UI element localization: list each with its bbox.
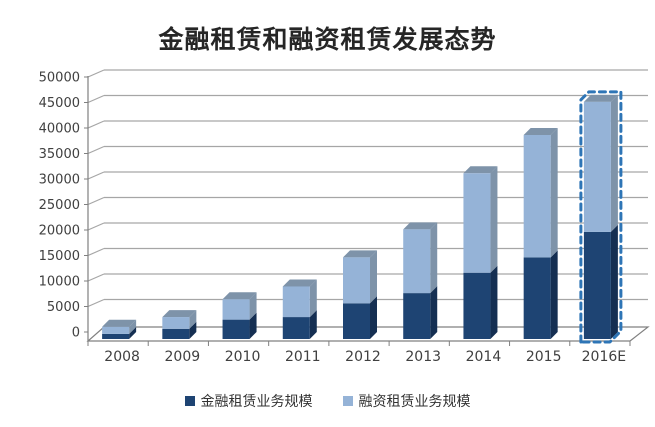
gridline-connector (87, 145, 105, 155)
bar-2015-top-cap (523, 128, 558, 135)
bar-2014-series2-segment (463, 173, 491, 273)
bar-2015-series1-segment (523, 257, 551, 339)
bar-2013-series2-side (430, 222, 438, 294)
legend-item-financial-leasing: 金融租赁业务规模 (184, 391, 313, 411)
bar-2009-top-cap (162, 310, 197, 318)
bar-2015-series1-side (550, 250, 558, 339)
bar-2016E-series2-segment (583, 101, 611, 232)
bar-2016E-forecast-outline (579, 90, 623, 344)
bar-2012-series1-side (370, 296, 377, 339)
bar-2008-series1-side (129, 326, 137, 339)
bar-2009-series2-segment (162, 317, 190, 329)
bar-2013-series1-segment (403, 293, 431, 339)
bar-2008-series1-segment (102, 333, 130, 339)
bar-2016E-series1-segment (583, 231, 611, 339)
gridline-connector (87, 196, 105, 206)
legend-label-financial-leasing: 金融租赁业务规模 (200, 394, 313, 410)
y-axis-label: 0 (72, 326, 80, 341)
bar-2010-series1-side (249, 312, 257, 339)
bar-2012-series2-side (370, 250, 377, 304)
bar-2013-series2-segment (403, 229, 431, 294)
bar-2011-series2-side (309, 279, 317, 318)
gridline-connector (87, 273, 105, 282)
bar-2008-series2-segment (102, 326, 130, 334)
bar-2010-series2-segment (222, 299, 250, 320)
bar-2011-series1-side (309, 310, 317, 339)
bar-2011-series2-segment (282, 286, 310, 318)
gridline-connector (87, 298, 105, 308)
bar-2008-series2-side (129, 319, 137, 334)
bar-2010-series1-segment (222, 319, 250, 339)
y-axis-label: 10000 (39, 275, 80, 290)
y-axis-label: 15000 (39, 249, 80, 264)
bar-2015-series2-segment (523, 135, 551, 258)
x-axis-label-2014: 2014 (466, 349, 502, 365)
y-axis-label: 30000 (39, 173, 80, 188)
x-axis-label-2009: 2009 (165, 349, 201, 365)
bar-2013-top-cap (403, 222, 438, 230)
bar-2015-series2-side (550, 128, 558, 258)
bar-2016E-series1-side (610, 224, 618, 339)
x-axis-label-2010: 2010 (225, 349, 261, 365)
gridline-connector (87, 69, 105, 78)
bar-2008-top-cap (102, 319, 137, 327)
gridline-connector (87, 222, 105, 231)
bar-2012-top-cap (343, 250, 377, 258)
y-axis-label: 25000 (39, 198, 80, 213)
x-axis-label-2011: 2011 (285, 349, 321, 365)
bar-2016E-top-cap (583, 94, 618, 102)
x-axis-label-2015: 2015 (526, 349, 562, 365)
bar-2014-series2-side (490, 166, 498, 273)
legend: 金融租赁业务规模 融资租赁业务规模 (0, 391, 655, 411)
x-axis-label-2013: 2013 (405, 349, 441, 365)
y-axis-label: 45000 (39, 96, 80, 111)
y-axis-label: 5000 (47, 300, 80, 315)
legend-item-finance-leasing: 融资租赁业务规模 (342, 391, 471, 411)
legend-swatch-finance-leasing (342, 396, 353, 406)
y-axis-label: 35000 (39, 147, 80, 162)
bar-2012-series1-segment (343, 303, 370, 339)
y-axis-label: 20000 (39, 224, 80, 239)
bar-2010-series2-side (249, 292, 257, 320)
bar-2009-series2-side (189, 310, 197, 329)
x-axis-label-2012: 2012 (345, 349, 381, 365)
bar-2011-series1-segment (282, 317, 310, 339)
gridline-connector (87, 171, 105, 180)
bar-2014-top-cap (463, 166, 498, 174)
x-axis-label-2008: 2008 (104, 349, 140, 365)
bar-2009-series1-side (189, 321, 197, 339)
y-axis-label: 50000 (39, 71, 80, 86)
bar-2012-series2-segment (343, 257, 370, 304)
gridline-connector (87, 94, 105, 104)
legend-swatch-financial-leasing (184, 396, 195, 406)
x-axis-label-2016E: 2016E (582, 349, 626, 365)
gridline-connector (87, 247, 105, 257)
bar-2010-top-cap (222, 292, 257, 300)
bar-2014-series1-side (490, 265, 498, 339)
stacked-bar-chart: 0 5000 10000 15000 20000 25000 30000 35000 40000… (39, 69, 650, 365)
bar-2016E-series2-side (610, 94, 618, 232)
bar-2011-top-cap (282, 279, 317, 287)
gridline-connector (87, 120, 105, 129)
bar-2013-series1-side (430, 286, 438, 339)
chart-title: 金融租赁和融资租赁发展态势 (158, 25, 497, 54)
bar-2009-series1-segment (162, 328, 190, 339)
legend-label-finance-leasing: 融资租赁业务规模 (358, 394, 471, 410)
y-axis-label: 40000 (39, 122, 80, 137)
bar-2014-series1-segment (463, 272, 491, 339)
